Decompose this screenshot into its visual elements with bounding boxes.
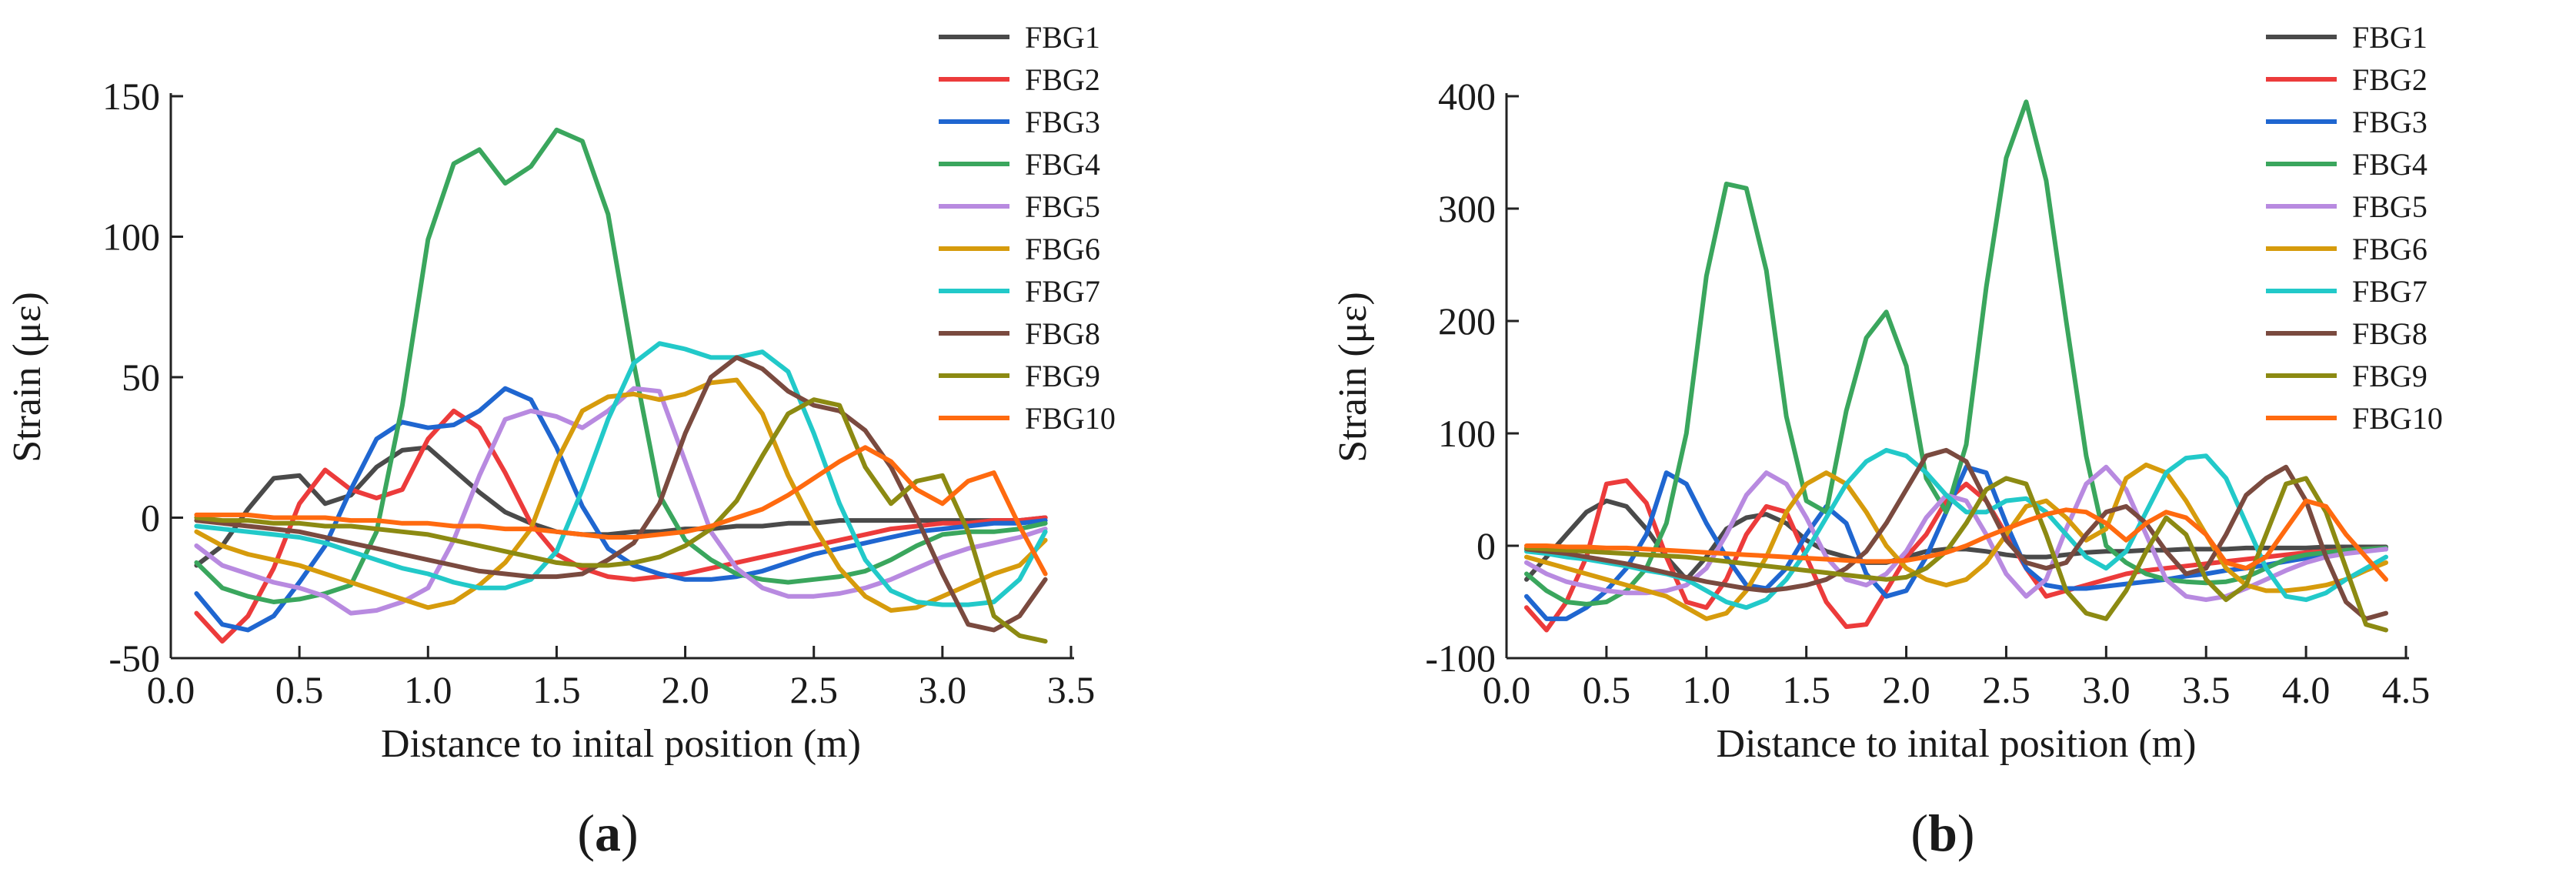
legend-label-fbg8: FBG8 (2352, 316, 2428, 351)
y-tick-label: 100 (1438, 412, 1496, 455)
x-tick-label: 3.0 (919, 668, 967, 711)
x-tick-label: 0.0 (147, 668, 195, 711)
legend-label-fbg6: FBG6 (2352, 232, 2428, 266)
legend-label-fbg4: FBG4 (2352, 147, 2428, 182)
legend-label-fbg4: FBG4 (1025, 147, 1100, 182)
series-line-fbg5 (194, 386, 1048, 616)
y-tick-label: 0 (1477, 524, 1496, 567)
panel-label: (b) (1910, 804, 1974, 862)
legend-label-fbg1: FBG1 (2352, 20, 2428, 55)
legend-label-fbg10: FBG10 (1025, 401, 1116, 436)
x-tick-label: 3.0 (2082, 668, 2131, 711)
x-tick-label: 3.5 (2182, 668, 2231, 711)
y-tick-label: 50 (122, 356, 160, 399)
legend-label-fbg2: FBG2 (2352, 62, 2428, 97)
series-line-fbg4 (1524, 99, 2388, 607)
x-tick-label: 0.0 (1483, 668, 1531, 711)
y-tick-label: 400 (1438, 75, 1496, 118)
legend-label-fbg1: FBG1 (1025, 20, 1100, 55)
series-line-fbg10 (194, 445, 1048, 577)
series-line-fbg4 (194, 127, 1048, 604)
y-axis-title: Strain (με) (1331, 292, 1375, 463)
series-line-fbg10 (1524, 498, 2388, 582)
series-line-fbg9 (194, 397, 1048, 644)
legend-label-fbg9: FBG9 (1025, 359, 1100, 393)
x-tick-label: 4.0 (2282, 668, 2331, 711)
series-line-fbg6 (1524, 462, 2388, 621)
legend-label-fbg7: FBG7 (2352, 274, 2428, 309)
y-tick-label: 100 (102, 216, 160, 259)
legend-label-fbg6: FBG6 (1025, 232, 1100, 266)
legend-label-fbg2: FBG2 (1025, 62, 1100, 97)
x-tick-label: 1.0 (404, 668, 452, 711)
x-tick-label: 1.0 (1683, 668, 1731, 711)
x-axis-title: Distance to inital position (m) (1717, 722, 2197, 766)
x-axis-title: Distance to inital position (m) (381, 722, 861, 766)
series-line-fbg9 (1524, 476, 2388, 633)
series-line-fbg8 (1524, 447, 2388, 621)
x-tick-label: 0.5 (275, 668, 324, 711)
series-line-fbg1 (194, 445, 1048, 568)
legend-label-fbg7: FBG7 (1025, 274, 1100, 309)
x-tick-label: 4.5 (2382, 668, 2431, 711)
y-tick-label: 200 (1438, 299, 1496, 343)
x-tick-label: 3.5 (1047, 668, 1096, 711)
legend-label-fbg5: FBG5 (2352, 189, 2428, 224)
x-tick-label: 2.5 (789, 668, 838, 711)
y-tick-label: 150 (102, 75, 160, 118)
y-tick-label: -100 (1425, 637, 1496, 680)
x-tick-label: 2.0 (661, 668, 709, 711)
series-line-fbg2 (194, 408, 1048, 644)
y-tick-label: -50 (108, 637, 160, 680)
legend-label-fbg3: FBG3 (1025, 105, 1100, 139)
legend-label-fbg5: FBG5 (1025, 189, 1100, 224)
x-tick-label: 0.5 (1583, 668, 1631, 711)
legend-label-fbg3: FBG3 (2352, 105, 2428, 139)
panel-a: -50 0 50 100 150 0.0 0.5 1.0 1.5 2.0 2.5 3.0 3.5 Dist… (5, 20, 1116, 862)
x-tick-label: 2.5 (1982, 668, 2030, 711)
panel-label: (a) (577, 804, 638, 862)
x-tick-label: 1.5 (1782, 668, 1830, 711)
legend-label-fbg8: FBG8 (1025, 316, 1100, 351)
x-tick-label: 1.5 (532, 668, 581, 711)
legend-label-fbg10: FBG10 (2352, 401, 2443, 436)
panel-b: -100 0 100 200 300 400 0.0 0.5 1.0 1.5 2.0 2.5 3.0 3.… (1331, 20, 2443, 862)
series-line-fbg7 (194, 341, 1048, 607)
y-tick-label: 0 (141, 496, 160, 540)
legend-label-fbg9: FBG9 (2352, 359, 2428, 393)
x-tick-label: 2.0 (1882, 668, 1930, 711)
y-axis-title: Strain (με) (5, 292, 49, 463)
y-tick-label: 300 (1438, 187, 1496, 230)
